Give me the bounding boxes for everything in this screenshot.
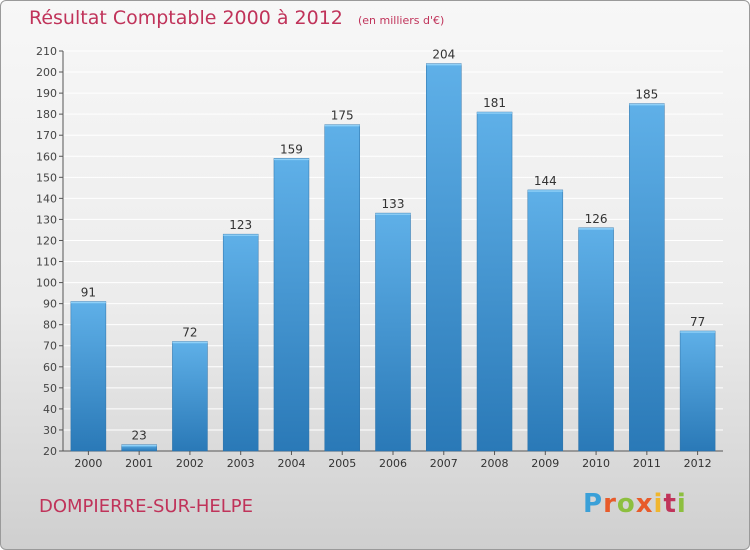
data-label: 77 [690, 315, 705, 329]
x-tick-label: 2006 [379, 457, 407, 470]
y-tick-label: 140 [36, 192, 57, 205]
data-label: 91 [81, 286, 96, 300]
y-tick-label: 80 [43, 319, 57, 332]
y-tick-label: 110 [36, 256, 57, 269]
y-tick-label: 20 [43, 445, 57, 458]
data-label: 72 [182, 326, 197, 340]
y-tick-label: 100 [36, 277, 57, 290]
x-tick-label: 2005 [328, 457, 356, 470]
x-tick-label: 2009 [531, 457, 559, 470]
y-tick-label: 150 [36, 171, 57, 184]
y-tick-label: 180 [36, 108, 57, 121]
title-row: Résultat Comptable 2000 à 2012 (en milli… [29, 7, 444, 29]
y-tick-label: 90 [43, 298, 57, 311]
y-tick-label: 50 [43, 382, 57, 395]
bar [375, 212, 411, 452]
bar [679, 330, 716, 452]
data-label: 204 [432, 48, 455, 62]
data-label: 181 [483, 96, 506, 110]
x-tick-label: 2011 [633, 457, 661, 470]
x-tick-label: 2008 [481, 457, 509, 470]
x-tick-label: 2003 [227, 457, 255, 470]
x-tick-label: 2001 [125, 457, 153, 470]
y-tick-label: 130 [36, 213, 57, 226]
data-label: 144 [534, 174, 557, 188]
bar [578, 227, 614, 452]
bar [629, 103, 665, 452]
data-label: 23 [132, 429, 147, 443]
y-tick-label: 210 [36, 45, 57, 58]
bar [527, 189, 564, 452]
data-label: 159 [280, 142, 303, 156]
data-label: 123 [229, 218, 252, 232]
brand-logo: Proxiti [583, 489, 687, 519]
x-tick-label: 2010 [582, 457, 610, 470]
data-label: 175 [331, 109, 354, 123]
x-tick-label: 2007 [430, 457, 458, 470]
bar [222, 233, 259, 452]
y-tick-label: 160 [36, 150, 57, 163]
y-tick-label: 40 [43, 403, 57, 416]
bar [70, 301, 107, 452]
y-tick-label: 60 [43, 361, 57, 374]
x-tick-label: 2012 [684, 457, 712, 470]
data-label: 126 [585, 212, 608, 226]
y-tick-label: 190 [36, 87, 57, 100]
bar [273, 158, 310, 452]
y-tick-label: 70 [43, 340, 57, 353]
bar [172, 341, 208, 452]
x-tick-label: 2004 [277, 457, 305, 470]
y-tick-label: 120 [36, 234, 57, 247]
data-label: 185 [635, 88, 658, 102]
chart-subtitle: (en milliers d'€) [357, 14, 445, 27]
y-tick-label: 170 [36, 129, 57, 142]
bar [426, 63, 462, 452]
x-tick-label: 2002 [176, 457, 204, 470]
data-label: 133 [382, 197, 405, 211]
chart-title: Résultat Comptable 2000 à 2012 [29, 7, 343, 29]
bar [324, 124, 360, 452]
location-name: DOMPIERRE-SUR-HELPE [39, 496, 254, 517]
x-tick-label: 2000 [74, 457, 102, 470]
bar [476, 111, 513, 452]
y-tick-label: 200 [36, 66, 57, 79]
y-tick-label: 30 [43, 424, 57, 437]
